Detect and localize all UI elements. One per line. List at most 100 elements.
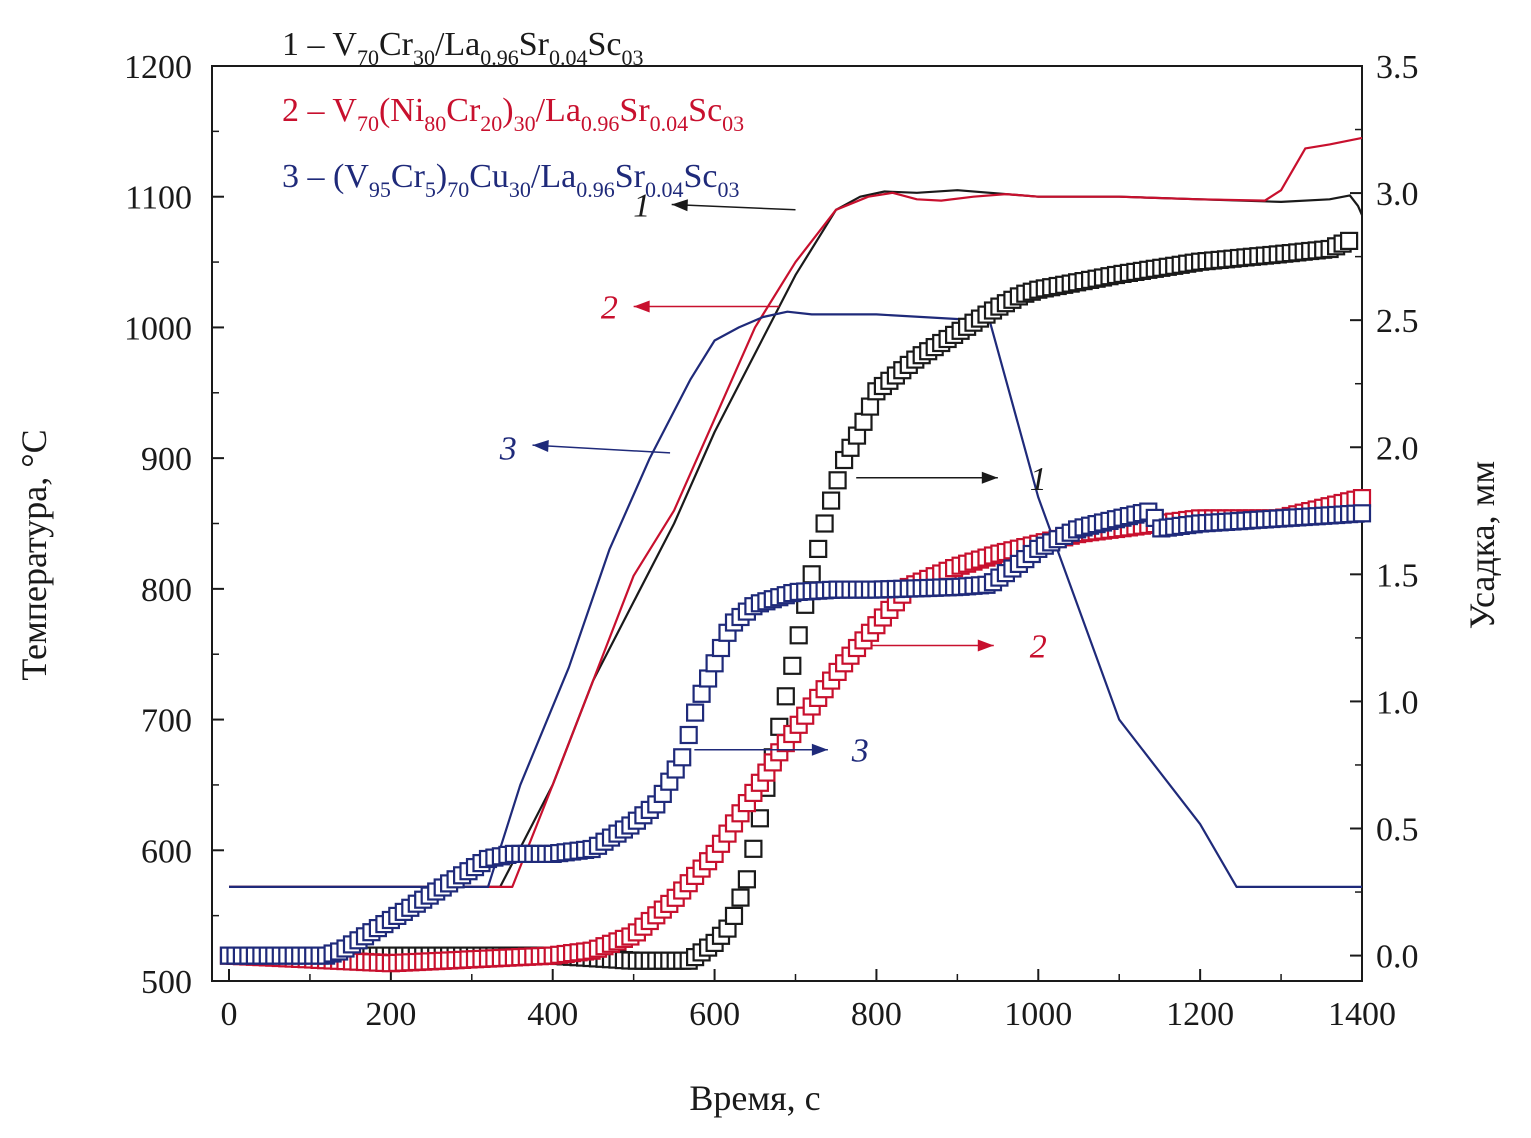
shrinkage-marker-1 xyxy=(1339,231,1359,250)
y-left-tick-label: 900 xyxy=(141,441,192,478)
legend-text-part: ) xyxy=(436,158,447,195)
legend-subscript: 70 xyxy=(357,45,379,70)
y-axis-right-title: Усадка, мм xyxy=(1462,461,1502,629)
legend-text-part: Cr xyxy=(391,158,426,195)
y-axis-left-title: Температура, °C xyxy=(14,429,54,680)
legend-subscript: 03 xyxy=(717,177,739,202)
shrinkage-marker-3 xyxy=(705,654,724,673)
shrinkage-marker-3 xyxy=(673,748,692,767)
legend-subscript: 0.96 xyxy=(576,177,615,202)
legend-subscript: 0.04 xyxy=(650,111,689,136)
annotation-arrow-head xyxy=(633,300,650,313)
legend-text-part: ) xyxy=(502,92,513,129)
annotation-arrow-head xyxy=(977,639,994,652)
annotation-label: 3 xyxy=(499,431,517,468)
temperature-line-1 xyxy=(229,189,1364,889)
y-left-tick-label: 1100 xyxy=(125,180,192,217)
legend-text-part: Sr xyxy=(619,92,650,129)
shrinkage-marker-1 xyxy=(724,906,744,926)
y-left-tick-label: 600 xyxy=(141,833,192,870)
legend-subscript: 30 xyxy=(413,45,435,70)
legend-subscript: 95 xyxy=(369,177,391,202)
annotation-label: 1 xyxy=(633,188,650,225)
legend-text-part: 3 – (V xyxy=(282,158,369,195)
shrinkage-marker-3 xyxy=(692,684,711,703)
shrinkage-marker-1 xyxy=(809,539,828,559)
y-left-tick-label: 500 xyxy=(141,964,192,1001)
legend-entry-1: 1 – V70Cr30/La0.96Sr0.04Sc03 xyxy=(282,26,644,70)
x-tick-label: 400 xyxy=(527,996,578,1033)
legend-entry-3: 3 – (V95Cr5)70Cu30/La0.96Sr0.04Sc03 xyxy=(282,158,739,202)
shrinkage-marker-3 xyxy=(698,669,718,688)
shrinkage-series-2 xyxy=(219,489,1372,973)
shrinkage-marker-1 xyxy=(828,471,847,490)
annotation-arrow-line xyxy=(532,444,671,454)
x-tick-label: 600 xyxy=(689,996,740,1033)
shrinkage-series-3 xyxy=(219,502,1372,965)
legend-text-part: Cu xyxy=(469,158,509,195)
shrinkage-marker-1 xyxy=(750,809,770,828)
legend-subscript: 70 xyxy=(357,111,379,136)
legend-subscript: 70 xyxy=(447,177,469,202)
shrinkage-marker-3 xyxy=(1352,504,1372,523)
legend-subscript: 5 xyxy=(425,177,436,202)
x-tick-label: 200 xyxy=(365,996,416,1033)
legend-text-part: (Ni xyxy=(379,92,424,129)
shrinkage-marker-1 xyxy=(802,565,821,584)
shrinkage-marker-1 xyxy=(737,870,757,889)
y-right-tick-label: 3.0 xyxy=(1376,176,1419,213)
legend-text-part: Sr xyxy=(615,158,646,195)
legend-text-part: /La xyxy=(531,158,576,195)
x-tick-label: 800 xyxy=(851,996,902,1033)
legend-subscript: 80 xyxy=(424,111,446,136)
legend-text-part: Cr xyxy=(379,26,414,63)
legend-subscript: 30 xyxy=(514,111,536,136)
annotation-label: 2 xyxy=(1030,629,1047,666)
annotation-label: 3 xyxy=(851,733,869,770)
temperature-line-2 xyxy=(229,136,1363,889)
legend-subscript: 0.04 xyxy=(645,177,684,202)
x-tick-label: 1400 xyxy=(1328,996,1396,1033)
legend-subscript: 0.96 xyxy=(480,45,519,70)
legend-text-part: Sc xyxy=(588,26,622,63)
shrinkage-marker-1 xyxy=(854,412,873,431)
annotation-arrow-head xyxy=(532,439,549,452)
shrinkage-marker-3 xyxy=(685,703,705,722)
shrinkage-marker-1 xyxy=(776,687,795,706)
y-left-tick-label: 700 xyxy=(141,703,192,740)
legend-subscript: 0.04 xyxy=(549,45,588,70)
legend-subscript: 03 xyxy=(622,45,644,70)
shrinkage-marker-1 xyxy=(783,656,802,675)
annotation-label: 1 xyxy=(1030,461,1047,498)
y-right-tick-label: 1.5 xyxy=(1376,557,1419,594)
legend-subscript: 20 xyxy=(480,111,502,136)
annotation-arrow-head xyxy=(981,471,998,484)
y-right-tick-label: 2.0 xyxy=(1376,430,1419,467)
annotation-arrow-head xyxy=(671,199,688,212)
shrinkage-marker-3 xyxy=(711,638,731,658)
legend-subscript: 0.96 xyxy=(581,111,620,136)
y-left-tick-label: 1200 xyxy=(124,49,192,86)
y-right-tick-label: 3.5 xyxy=(1376,49,1419,86)
x-axis-title: Время, с xyxy=(689,1078,820,1118)
shrinkage-marker-1 xyxy=(821,491,841,510)
legend-subscript: 30 xyxy=(509,177,531,202)
y-left-tick-label: 1000 xyxy=(124,310,192,347)
legend-subscript: 03 xyxy=(722,111,744,136)
x-tick-label: 1200 xyxy=(1166,996,1234,1033)
y-right-tick-label: 2.5 xyxy=(1376,303,1419,340)
shrinkage-marker-1 xyxy=(860,397,880,416)
legend-text-part: Sc xyxy=(683,158,717,195)
x-tick-label: 0 xyxy=(221,996,238,1033)
temperature-line-3 xyxy=(229,310,1362,889)
y-right-tick-label: 1.0 xyxy=(1376,684,1419,721)
y-right-tick-label: 0.0 xyxy=(1376,939,1419,976)
shrinkage-marker-1 xyxy=(731,888,750,907)
shrinkage-marker-1 xyxy=(789,626,808,645)
legend-text-part: Sc xyxy=(688,92,722,129)
annotation-arrow-head xyxy=(811,743,828,756)
x-tick-label: 1000 xyxy=(1004,996,1072,1033)
y-right-tick-label: 0.5 xyxy=(1376,812,1419,849)
legend-text-part: Cr xyxy=(446,92,481,129)
legend-text-part: Sr xyxy=(519,26,550,63)
